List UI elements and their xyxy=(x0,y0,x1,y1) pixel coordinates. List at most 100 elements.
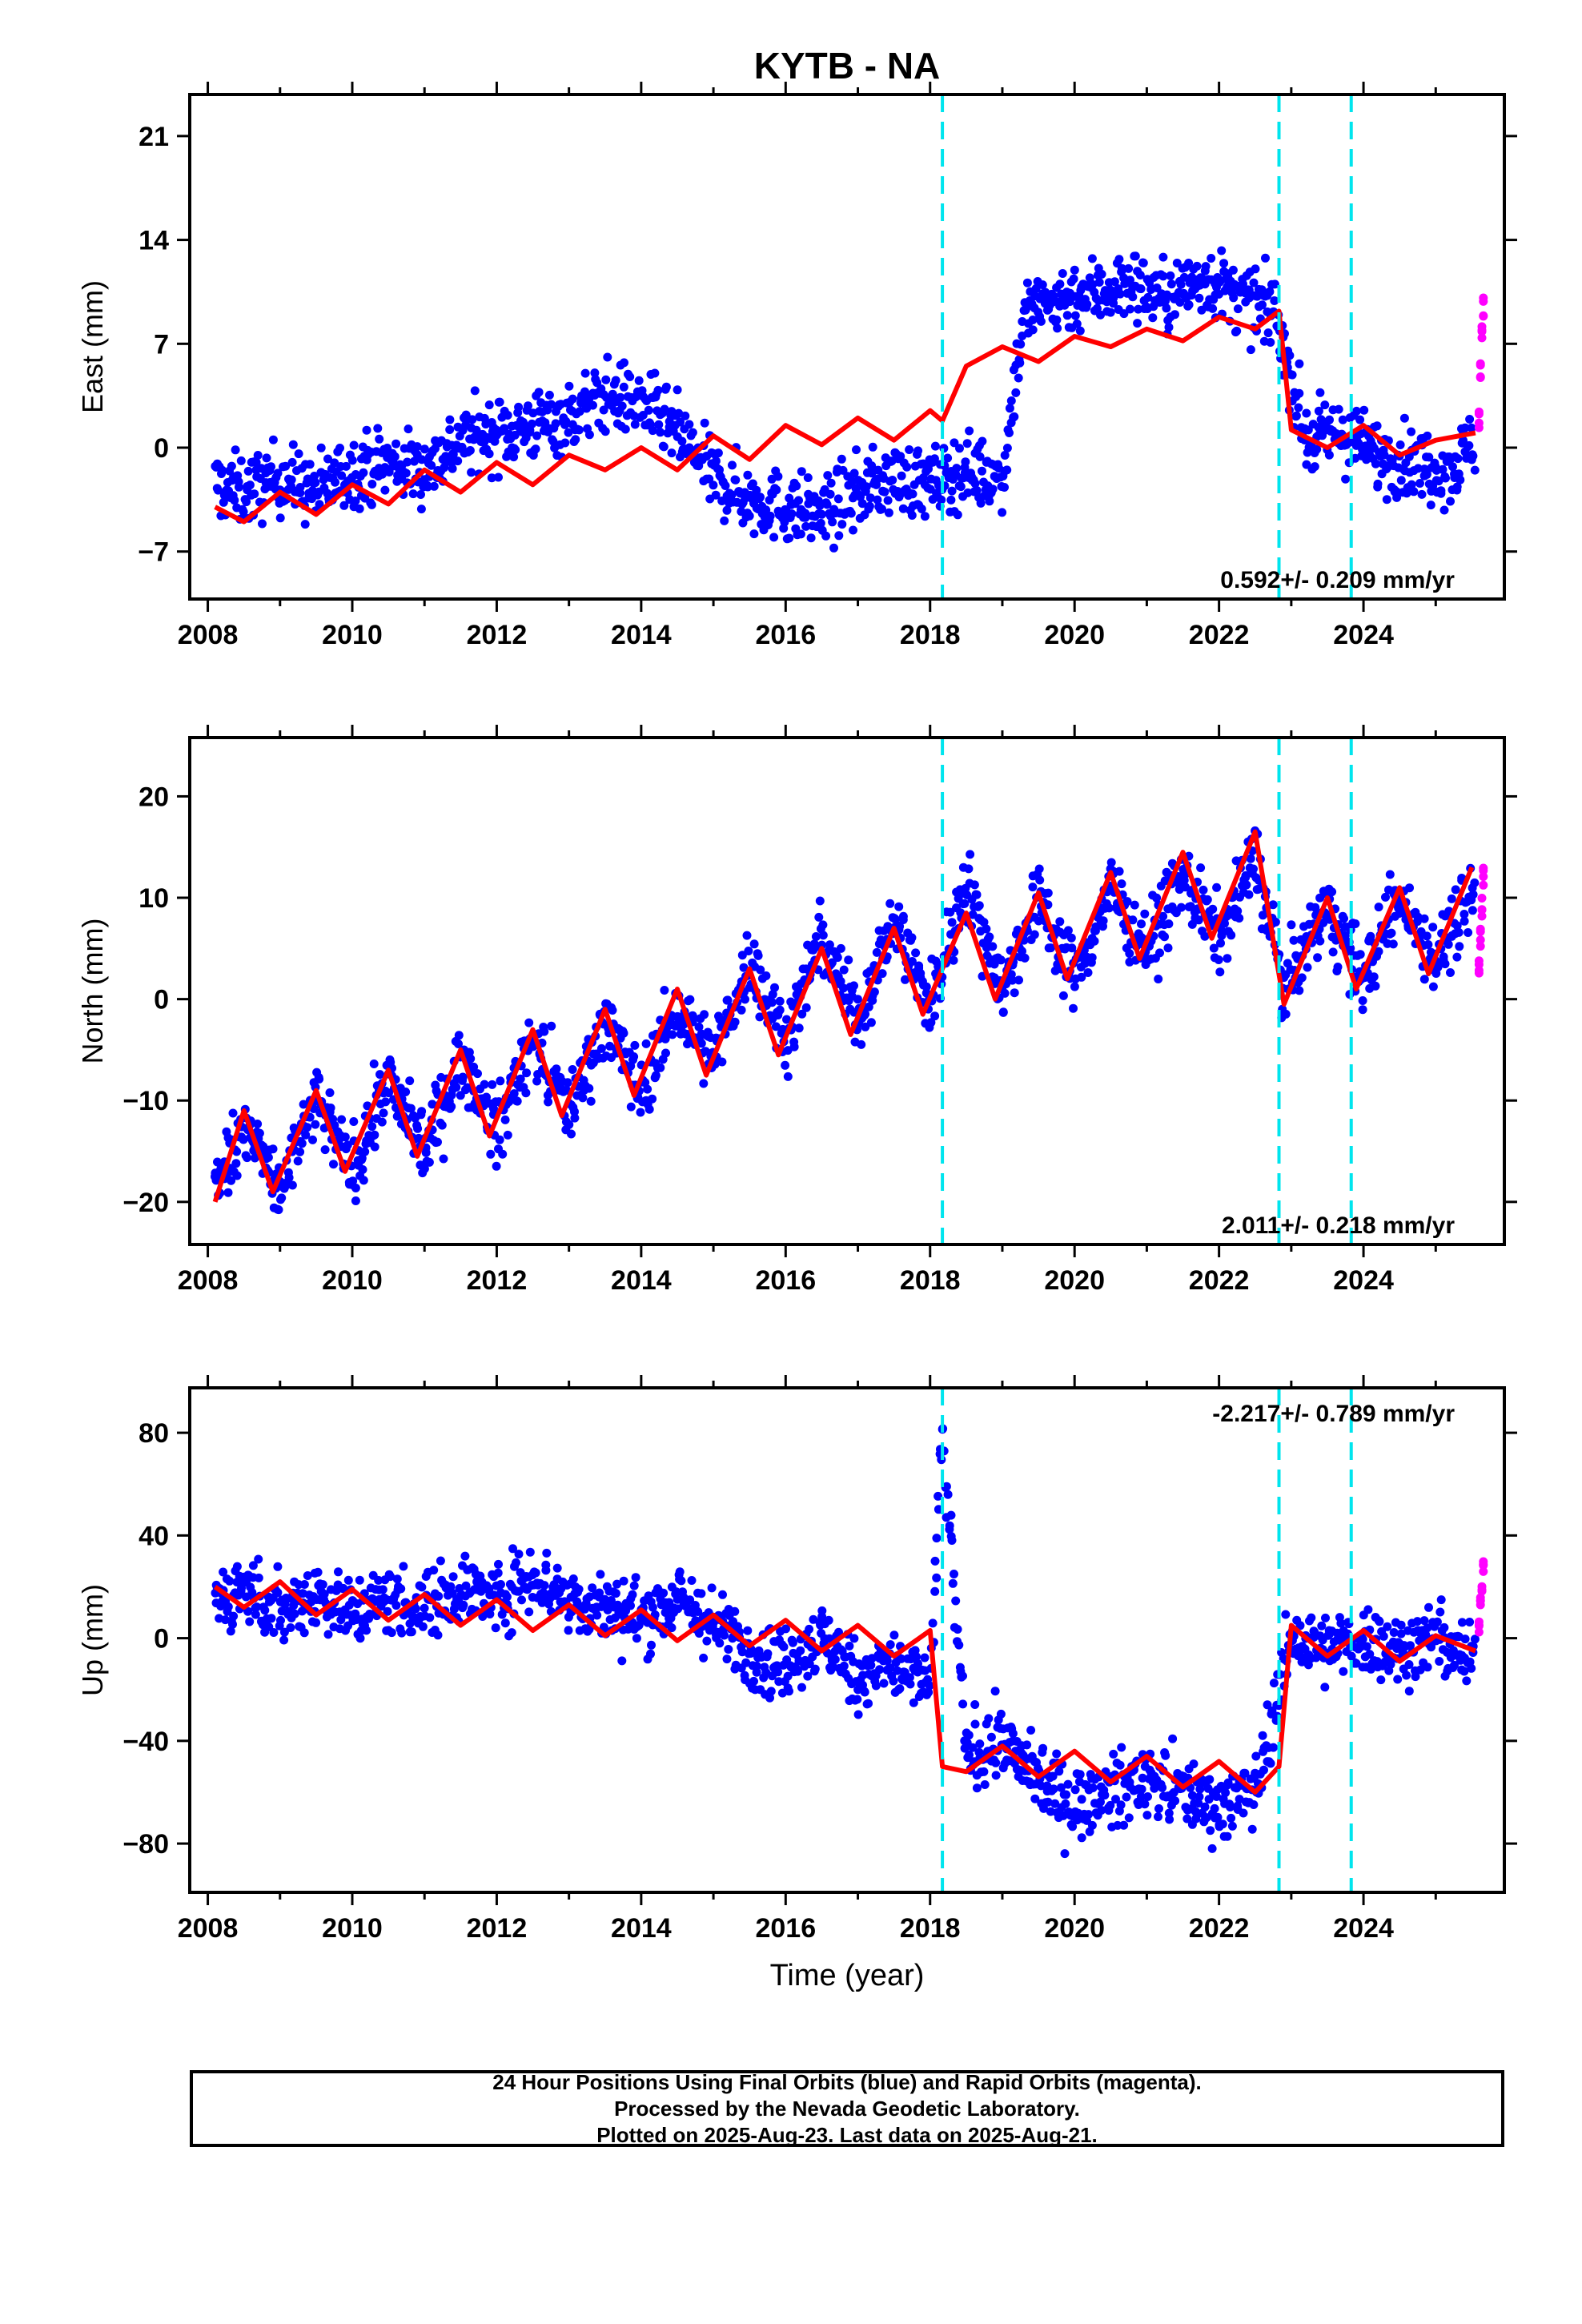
up-final-orbit-point xyxy=(1436,1595,1446,1605)
up-final-orbit-point xyxy=(1419,1616,1429,1626)
east-final-orbit-point xyxy=(1119,309,1129,319)
up-final-orbit-point xyxy=(1247,1824,1257,1834)
up-final-orbit-point xyxy=(1218,1819,1227,1829)
east-xtick-label: 2018 xyxy=(900,620,961,650)
up-final-orbit-point xyxy=(1210,1803,1219,1813)
up-final-orbit-point xyxy=(228,1619,237,1629)
east-final-orbit-point xyxy=(1052,316,1062,324)
east-final-orbit-point xyxy=(1232,326,1242,336)
up-final-orbit-point xyxy=(290,1609,299,1618)
north-final-orbit-point xyxy=(930,1011,940,1021)
north-final-orbit-point xyxy=(1137,919,1146,929)
north-final-orbit-point xyxy=(1028,883,1038,892)
east-final-orbit-point xyxy=(362,425,371,435)
north-final-orbit-point xyxy=(974,901,984,911)
east-final-orbit-point xyxy=(1285,351,1295,360)
up-final-orbit-point xyxy=(1351,1659,1361,1668)
up-final-orbit-point xyxy=(1084,1810,1094,1819)
north-final-orbit-point xyxy=(255,1128,264,1138)
east-final-orbit-point xyxy=(1069,274,1078,283)
north-final-orbit-point xyxy=(960,899,970,908)
east-final-orbit-point xyxy=(341,461,351,471)
up-final-orbit-point xyxy=(1022,1740,1032,1750)
north-final-orbit-point xyxy=(877,969,887,979)
east-final-orbit-point xyxy=(315,500,324,509)
east-final-orbit-point xyxy=(1371,459,1380,468)
up-final-orbit-point xyxy=(626,1601,635,1610)
east-final-orbit-point xyxy=(1006,396,1016,405)
east-final-orbit-point xyxy=(1028,325,1038,335)
up-final-orbit-point xyxy=(743,1626,753,1635)
north-final-orbit-point xyxy=(325,1088,335,1097)
north-final-orbit-point xyxy=(500,1115,510,1124)
up-xtick-label: 2018 xyxy=(900,1913,961,1944)
north-final-orbit-point xyxy=(1297,973,1307,983)
east-final-orbit-point xyxy=(1201,262,1211,271)
east-final-orbit-point xyxy=(1453,454,1463,464)
up-final-orbit-point xyxy=(1406,1641,1415,1651)
up-final-orbit-point xyxy=(1259,1765,1268,1775)
east-final-orbit-point xyxy=(1399,413,1409,423)
east-final-orbit-point xyxy=(794,496,803,505)
east-final-orbit-point xyxy=(1055,279,1065,289)
east-final-orbit-point xyxy=(792,481,801,491)
east-final-orbit-point xyxy=(1136,284,1146,294)
up-final-orbit-point xyxy=(417,1582,427,1592)
up-final-orbit-point xyxy=(226,1626,235,1636)
up-final-orbit-point xyxy=(1200,1802,1210,1811)
north-final-orbit-point xyxy=(231,1159,241,1168)
north-final-orbit-point xyxy=(1030,930,1039,939)
north-final-orbit-point xyxy=(717,1057,727,1067)
up-final-orbit-point xyxy=(1404,1687,1414,1696)
north-final-orbit-point xyxy=(315,1075,324,1084)
north-final-orbit-point xyxy=(351,1184,360,1192)
north-final-orbit-point xyxy=(413,1124,423,1133)
up-final-orbit-point xyxy=(229,1611,239,1621)
east-final-orbit-point xyxy=(961,457,970,467)
east-final-orbit-point xyxy=(1002,444,1012,452)
north-final-orbit-point xyxy=(651,1071,661,1080)
north-rapid-orbit-point xyxy=(1479,863,1488,873)
north-final-orbit-point xyxy=(375,1070,384,1080)
up-final-orbit-point xyxy=(1109,1749,1118,1759)
north-final-orbit-point xyxy=(827,958,837,967)
east-final-orbit-point xyxy=(797,467,806,476)
east-final-orbit-point xyxy=(305,460,315,469)
east-final-orbit-point xyxy=(1465,415,1475,424)
east-final-orbit-point xyxy=(524,401,532,411)
north-final-orbit-point xyxy=(1014,975,1023,985)
north-final-orbit-point xyxy=(723,995,733,1005)
east-final-orbit-point xyxy=(1124,263,1134,273)
up-final-orbit-point xyxy=(525,1547,535,1557)
east-final-orbit-point xyxy=(727,490,737,500)
east-final-orbit-point xyxy=(1424,452,1434,462)
east-final-orbit-point xyxy=(1228,265,1238,275)
east-final-orbit-point xyxy=(837,520,847,529)
up-final-orbit-point xyxy=(785,1687,793,1696)
up-final-orbit-point xyxy=(796,1646,805,1655)
north-final-orbit-point xyxy=(512,1096,522,1106)
up-xtick-label: 2022 xyxy=(1189,1913,1250,1944)
east-final-orbit-point xyxy=(580,368,590,378)
up-final-orbit-point xyxy=(853,1710,863,1719)
up-final-orbit-point xyxy=(1240,1768,1250,1778)
east-final-orbit-point xyxy=(785,533,794,543)
east-final-orbit-point xyxy=(1176,279,1186,289)
up-final-orbit-point xyxy=(517,1595,526,1605)
east-final-orbit-point xyxy=(1351,406,1361,416)
north-final-orbit-point xyxy=(469,1062,479,1072)
north-final-orbit-point xyxy=(367,1122,377,1132)
east-final-orbit-point xyxy=(584,430,594,440)
north-final-orbit-point xyxy=(1208,904,1218,914)
east-final-orbit-point xyxy=(423,482,432,492)
east-final-orbit-point xyxy=(347,456,357,465)
up-final-orbit-point xyxy=(1062,1790,1071,1799)
up-final-orbit-point xyxy=(885,1640,895,1650)
up-rapid-orbit-point xyxy=(1479,1561,1488,1570)
east-final-orbit-point xyxy=(416,490,425,499)
up-final-orbit-point xyxy=(1281,1610,1291,1619)
up-final-orbit-point xyxy=(1375,1617,1384,1626)
north-final-orbit-point xyxy=(761,971,771,980)
up-final-orbit-point xyxy=(374,1575,383,1585)
